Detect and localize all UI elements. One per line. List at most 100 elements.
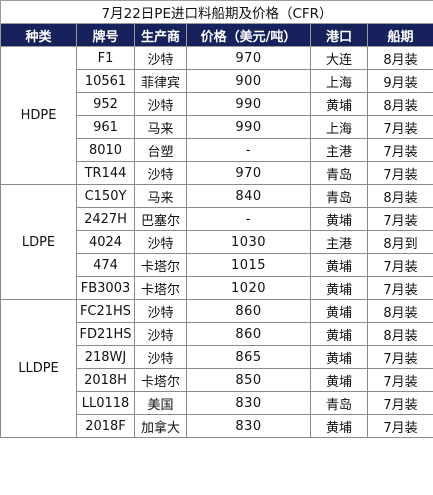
cell-shipment: 8月装 [366,322,433,346]
cell-producer: 沙特 [134,46,187,70]
cell-producer: 加拿大 [134,414,187,438]
cell-grade: 961 [76,115,135,139]
table-row: 961 马来 990 上海 7月装 [1,115,433,139]
cell-port: 黄埔 [310,207,368,231]
cell-price: 830 [186,391,311,415]
cell-price: 970 [186,161,311,185]
cell-port: 大连 [310,46,368,70]
cell-shipment: 7月装 [366,414,433,438]
header-shipment: 船期 [366,23,433,47]
cell-shipment: 7月装 [366,368,433,392]
cell-price: 1030 [186,230,311,254]
cell-producer: 沙特 [134,161,187,185]
cell-shipment: 8月装 [366,46,433,70]
header-grade: 牌号 [76,23,135,47]
header-producer: 生产商 [134,23,187,47]
cell-price: 970 [186,46,311,70]
cell-price: 1015 [186,253,311,277]
cell-shipment: 7月装 [366,207,433,231]
cell-producer: 美国 [134,391,187,415]
cell-producer: 台塑 [134,138,187,162]
cell-producer: 沙特 [134,230,187,254]
table-row: FB3003 卡塔尔 1020 黄埔 7月装 [1,276,433,300]
cell-shipment: 7月装 [366,345,433,369]
cell-price: 1020 [186,276,311,300]
cell-producer: 马来 [134,115,187,139]
cell-producer: 沙特 [134,345,187,369]
cell-price: 850 [186,368,311,392]
cell-grade: 10561 [76,69,135,93]
cell-price: - [186,138,311,162]
cell-port: 黄埔 [310,299,368,323]
cell-grade: 2018F [76,414,135,438]
table-row: 474 卡塔尔 1015 黄埔 7月装 [1,253,433,277]
price-table: 7月22日PE进口料船期及价格（CFR） 种类 牌号 生产商 价格（美元/吨） … [0,0,433,438]
cell-grade: 952 [76,92,135,116]
cell-grade: 474 [76,253,135,277]
cell-grade: 2427H [76,207,135,231]
cell-producer: 沙特 [134,322,187,346]
cell-price: 840 [186,184,311,208]
cell-port: 黄埔 [310,322,368,346]
cell-producer: 沙特 [134,299,187,323]
cell-grade: 8010 [76,138,135,162]
category-cell: HDPE [0,46,77,185]
cell-port: 青岛 [310,391,368,415]
cell-producer: 巴塞尔 [134,207,187,231]
cell-shipment: 8月装 [366,299,433,323]
table-row: 2018F 加拿大 830 黄埔 7月装 [1,414,433,438]
cell-port: 青岛 [310,161,368,185]
cell-shipment: 7月装 [366,115,433,139]
cell-grade: FD21HS [76,322,135,346]
cell-grade: LL0118 [76,391,135,415]
cell-shipment: 7月装 [366,161,433,185]
cell-price: 900 [186,69,311,93]
cell-port: 黄埔 [310,276,368,300]
table-row: LLDPE FC21HS 沙特 860 黄埔 8月装 [0,299,433,438]
cell-port: 黄埔 [310,345,368,369]
cell-grade: 4024 [76,230,135,254]
cell-price: 865 [186,345,311,369]
table-title: 7月22日PE进口料船期及价格（CFR） [0,0,433,24]
cell-grade: 218WJ [76,345,135,369]
cell-grade: TR144 [76,161,135,185]
cell-producer: 沙特 [134,92,187,116]
table-row: FD21HS 沙特 860 黄埔 8月装 [1,322,433,346]
category-cell: LLDPE [0,299,77,438]
cell-shipment: 7月装 [366,391,433,415]
cell-producer: 卡塔尔 [134,276,187,300]
table-body: HDPE F1 沙特 970 大连 8月装 10561 菲律宾 900 上海 9月装 952 沙特 990… [0,46,433,438]
cell-port: 黄埔 [310,414,368,438]
header-price: 价格（美元/吨） [186,23,311,47]
table-row: 952 沙特 990 黄埔 8月装 [1,92,433,116]
cell-grade: FC21HS [76,299,135,323]
cell-producer: 马来 [134,184,187,208]
cell-port: 上海 [310,69,368,93]
cell-port: 黄埔 [310,253,368,277]
cell-grade: F1 [76,46,135,70]
cell-price: - [186,207,311,231]
cell-producer: 卡塔尔 [134,368,187,392]
table-row: HDPE F1 沙特 970 大连 8月装 [0,46,433,185]
cell-shipment: 7月装 [366,138,433,162]
cell-price: 860 [186,322,311,346]
cell-shipment: 8月到 [366,230,433,254]
cell-port: 黄埔 [310,368,368,392]
table-row: LL0118 美国 830 青岛 7月装 [1,391,433,415]
cell-grade: C150Y [76,184,135,208]
cell-price: 990 [186,115,311,139]
table-row: LDPE C150Y 马来 840 青岛 8月装 [0,184,433,300]
cell-port: 主港 [310,230,368,254]
cell-port: 上海 [310,115,368,139]
cell-shipment: 9月装 [366,69,433,93]
table-row: 4024 沙特 1030 主港 8月到 [1,230,433,254]
category-cell: LDPE [0,184,77,300]
cell-port: 黄埔 [310,92,368,116]
cell-grade: 2018H [76,368,135,392]
cell-producer: 菲律宾 [134,69,187,93]
table-row: 2018H 卡塔尔 850 黄埔 7月装 [1,368,433,392]
cell-shipment: 8月装 [366,184,433,208]
cell-price: 990 [186,92,311,116]
cell-port: 青岛 [310,184,368,208]
cell-price: 830 [186,414,311,438]
